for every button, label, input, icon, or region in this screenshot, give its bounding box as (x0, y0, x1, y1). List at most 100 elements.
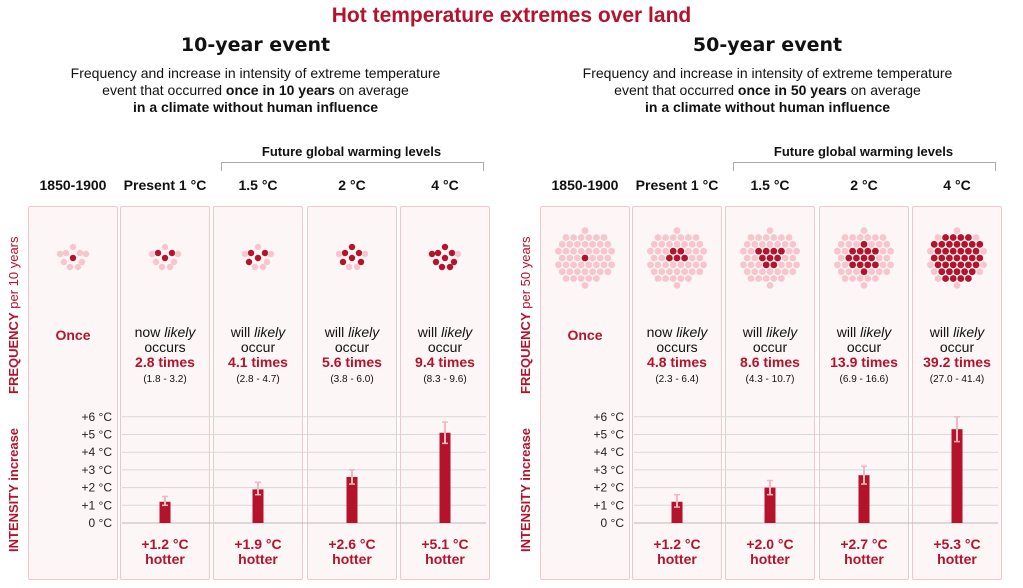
dot-year (581, 281, 589, 289)
intensity-delta: +1.9 °C (234, 536, 282, 552)
y-tick-label: +1 °C (594, 498, 625, 512)
likelihood-word: likely (860, 324, 892, 340)
dot-year (778, 275, 785, 282)
dot-event (856, 261, 864, 269)
likelihood-prefix: will (929, 324, 954, 340)
dot-event (860, 268, 868, 276)
dot-year (785, 261, 793, 269)
main-title: Hot temperature extremes over land (331, 4, 692, 27)
dot-event (930, 254, 938, 262)
dot-event (961, 254, 968, 262)
frequency-text: will likely occur 9.4 times (8.3 - 9.6) (400, 325, 490, 387)
dot-year (673, 240, 681, 248)
dot-year (755, 234, 762, 241)
dot-event (938, 240, 946, 248)
dot-event (755, 247, 762, 255)
frequency-text: now likely occurs 2.8 times (1.8 - 3.2) (120, 325, 210, 387)
dot-year (241, 250, 249, 258)
dot-year (883, 268, 891, 276)
dot-year (887, 261, 894, 269)
frequency-range: (3.8 - 6.0) (330, 374, 374, 385)
dot-year (562, 261, 570, 269)
dot-year (60, 258, 68, 266)
intensity-bar (159, 501, 171, 523)
dot-year (845, 268, 853, 276)
dot-event (446, 263, 454, 271)
dot-year (666, 240, 673, 248)
frequency-dots (335, 243, 369, 271)
frequency-times: 39.2 times (923, 354, 991, 370)
dot-year (558, 268, 566, 276)
intensity-bar (671, 501, 683, 523)
frequency-times: 4.8 times (647, 354, 707, 370)
dot-year (766, 281, 774, 289)
panel-title: 50-year event (692, 34, 843, 56)
dot-event (965, 275, 972, 282)
intensity-bar (858, 475, 870, 523)
dot-year (562, 247, 570, 255)
dot-year (662, 234, 669, 241)
dot-event (357, 258, 365, 266)
dot-year (577, 247, 585, 255)
column-header: Present 1 °C (635, 177, 719, 193)
dot-year (673, 227, 681, 235)
dot-event (450, 258, 458, 266)
dot-year (685, 275, 692, 282)
dot-year (785, 234, 793, 241)
dot-year (743, 268, 751, 276)
dot-event (968, 268, 976, 276)
frequency-dots (647, 227, 707, 289)
frequency-times: 4.1 times (228, 354, 288, 370)
dot-year (793, 261, 800, 269)
intensity-word: hotter (145, 551, 185, 567)
dot-year (980, 247, 987, 255)
y-tick-label: +3 °C (594, 463, 625, 477)
column-header: Present 1 °C (123, 177, 207, 193)
dot-year (781, 254, 789, 262)
column-header: 4 °C (431, 177, 459, 193)
dot-year (856, 234, 864, 241)
dot-event (965, 261, 972, 269)
frequency-verb: occur (939, 339, 975, 355)
frequency-likelihood: will likely (213, 325, 303, 340)
dot-event (856, 247, 864, 255)
dot-year (148, 250, 156, 258)
dot-year (778, 261, 785, 269)
dot-year (585, 247, 593, 255)
dot-year (688, 240, 696, 248)
dot-year (953, 281, 961, 289)
dot-year (161, 243, 169, 251)
dot-event (938, 254, 946, 262)
dot-year (361, 250, 369, 258)
dot-event (669, 247, 677, 255)
intensity-word: hotter (844, 551, 884, 567)
dot-event (762, 247, 770, 255)
dot-year (662, 247, 669, 255)
dot-year (875, 240, 883, 248)
dot-year (743, 254, 751, 262)
dot-event (946, 268, 953, 276)
dot-year (883, 254, 891, 262)
dot-year (589, 240, 596, 248)
dot-event (864, 247, 872, 255)
dot-year (853, 268, 860, 276)
dot-year (688, 254, 696, 262)
dot-event (957, 247, 965, 255)
subtitle-line-2c: on average (334, 82, 409, 98)
dot-year (677, 275, 685, 282)
y-tick-label: +5 °C (82, 428, 113, 442)
dot-event (845, 254, 853, 262)
panel-title: 10-year event (180, 34, 331, 56)
dot-year (600, 261, 608, 269)
dot-year (574, 240, 581, 248)
dot-year (577, 234, 585, 241)
frequency-likelihood: will likely (819, 325, 909, 340)
intensity-word: hotter (937, 551, 977, 567)
subtitle-line-2a: event that occurred (614, 82, 738, 98)
dot-year (581, 227, 589, 235)
intensity-bar (439, 432, 451, 523)
dot-event (581, 254, 589, 262)
dot-year (762, 234, 770, 241)
intensity-bar (346, 476, 358, 523)
dot-year (562, 234, 570, 241)
